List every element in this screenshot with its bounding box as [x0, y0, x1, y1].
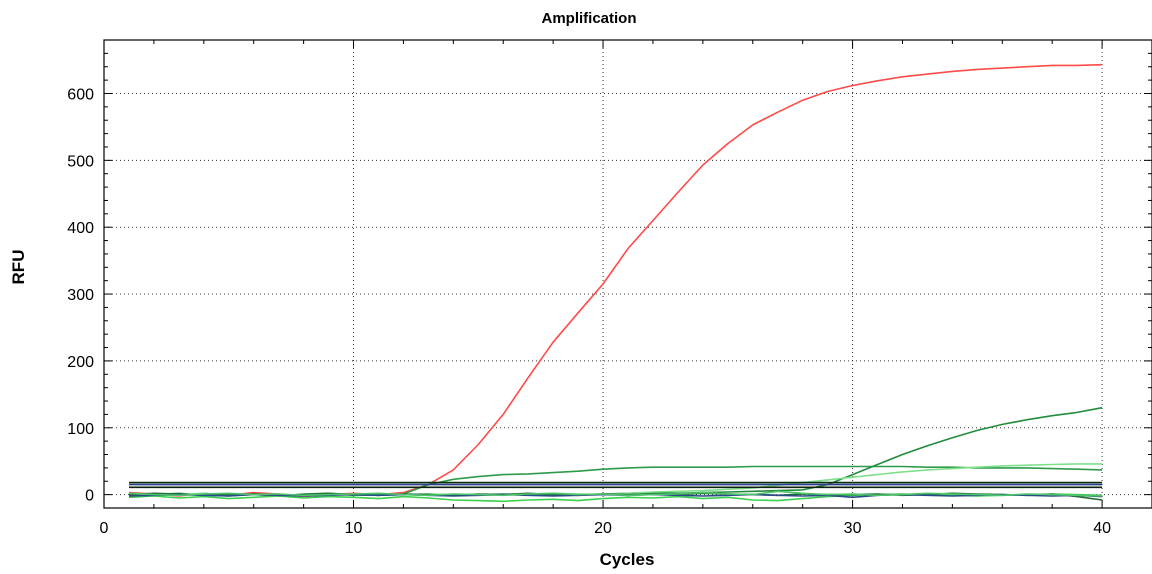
y-axis-label: RFU [9, 250, 28, 285]
series-line-1 [128, 63, 1103, 498]
y-tick-label: 400 [67, 220, 94, 237]
y-tick-label: 600 [67, 86, 94, 103]
series-line-8 [128, 490, 1103, 497]
chart-title: Amplification [541, 10, 636, 27]
x-tick-label: 0 [100, 520, 109, 537]
y-tick-label: 200 [67, 354, 94, 371]
x-tick-label: 30 [844, 520, 862, 537]
x-tick-label: 20 [594, 520, 612, 537]
x-tick-label: 10 [345, 520, 363, 537]
gridlines [104, 40, 1152, 508]
x-axis-label: Cycles [600, 550, 655, 569]
y-tick-label: 300 [67, 287, 94, 304]
y-tick-labels: 0 100 200 300 400 500 600 [67, 86, 94, 504]
series-layer [128, 63, 1103, 503]
plot-frame [103, 39, 1152, 509]
x-tick-labels: 0 10 20 30 40 [100, 520, 1112, 537]
series-line-2 [128, 465, 1103, 497]
axis-ticks [103, 39, 1152, 509]
y-tick-label: 100 [67, 421, 94, 438]
x-tick-label: 40 [1093, 520, 1111, 537]
y-tick-label: 0 [85, 488, 94, 505]
y-tick-label: 500 [67, 153, 94, 170]
